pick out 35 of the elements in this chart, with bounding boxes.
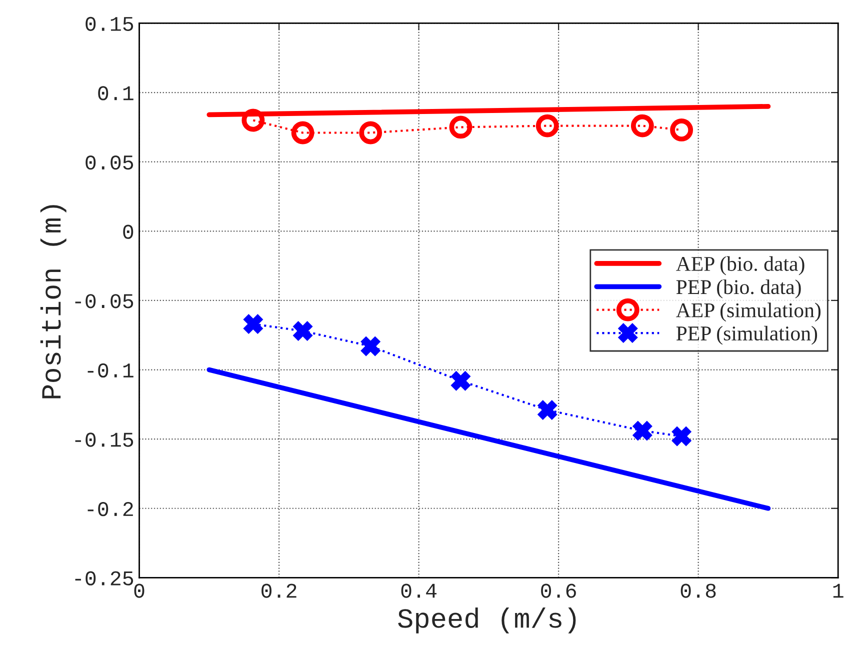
point	[536, 114, 559, 138]
y-tick-label: -0.1	[88, 363, 134, 378]
y-tick-label: -0.05	[75, 294, 134, 308]
legend-label: AEP (bio. data)	[676, 256, 804, 276]
y-tick-label: 0.15	[86, 16, 134, 31]
y-axis-title: Position (m)	[40, 205, 66, 398]
point	[293, 321, 313, 341]
point	[670, 118, 694, 142]
point	[359, 121, 382, 144]
y-tick-label: 0	[123, 224, 134, 239]
point	[632, 421, 652, 440]
x-axis-title: Speed (m/s)	[398, 608, 576, 634]
x-tick-label: 0.4	[401, 584, 436, 598]
point	[242, 108, 265, 132]
legend-label: AEP (simulation)	[676, 302, 821, 322]
x-tick-label: 1	[833, 584, 844, 598]
point	[360, 336, 380, 356]
y-tick-label: -0.25	[75, 571, 134, 586]
point	[630, 114, 654, 138]
x-tick-label: 0	[134, 584, 144, 598]
point	[538, 400, 558, 420]
legend-label: PEP (simulation)	[676, 326, 818, 345]
point	[451, 371, 470, 391]
point	[243, 314, 263, 334]
point	[449, 116, 472, 139]
x-tick-label: 0.6	[541, 584, 576, 598]
y-tick-label: 0.1	[98, 86, 134, 100]
y-tick-label: -0.15	[75, 432, 134, 447]
point	[291, 121, 314, 144]
legend-label: PEP (bio. data)	[676, 279, 801, 298]
x-tick-label: 0.8	[680, 584, 716, 598]
y-tick-label: 0.05	[86, 155, 134, 170]
y-tick-label: -0.2	[88, 502, 133, 516]
point	[672, 426, 692, 446]
x-tick-label: 0.2	[262, 584, 296, 598]
